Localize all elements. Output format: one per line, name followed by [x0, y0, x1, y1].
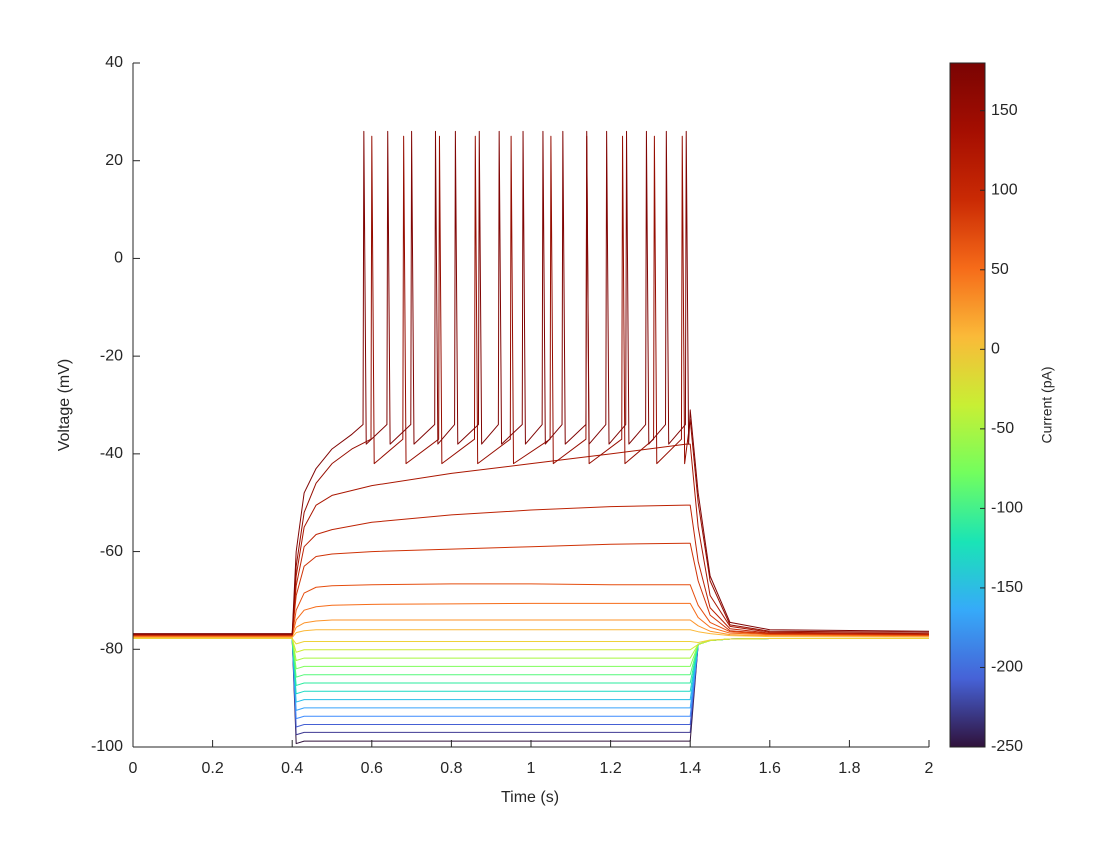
colorbar-tick-label: 50	[991, 261, 1009, 278]
colorbar-tick-label: -150	[991, 579, 1023, 596]
x-tick-label: 0.2	[201, 760, 223, 777]
trace-line	[133, 602, 930, 637]
x-tick-label: 0.4	[281, 760, 303, 777]
y-tick-label: -80	[100, 641, 123, 658]
y-tick-label: -60	[100, 543, 123, 560]
x-tick-label: 1.6	[759, 760, 781, 777]
trace-line	[133, 542, 930, 636]
trace-line	[133, 135, 930, 636]
x-tick-label: 0	[129, 760, 138, 777]
trace-line	[133, 443, 930, 636]
y-tick-label: -100	[91, 738, 123, 755]
trace-line	[133, 638, 929, 645]
colorbar-tick-label: 100	[991, 181, 1018, 198]
colorbar-tick-label: 150	[991, 102, 1018, 119]
trace-line	[133, 629, 930, 639]
x-tick-label: 1	[527, 760, 536, 777]
colorbar-label: Current (pA)	[1039, 366, 1055, 443]
x-tick-label: 1.2	[599, 760, 621, 777]
colorbar-tick-label: -200	[991, 659, 1023, 676]
y-tick-label: -40	[100, 445, 123, 462]
x-tick-label: 0.8	[440, 760, 462, 777]
trace-line	[133, 638, 929, 736]
colorbar-tick-label: -100	[991, 500, 1023, 517]
x-tick-label: 2	[925, 760, 934, 777]
y-tick-label: 40	[105, 54, 123, 71]
trace-line	[133, 638, 929, 720]
colorbar	[949, 62, 986, 748]
trace-line	[133, 638, 929, 703]
colorbar-tick-label: 0	[991, 341, 1000, 358]
x-axis-label: Time (s)	[501, 789, 559, 806]
trace-line	[133, 583, 930, 637]
trace-line	[133, 130, 930, 635]
y-axis-label: Voltage (mV)	[56, 359, 73, 451]
trace-line	[133, 638, 929, 686]
trace-line	[133, 638, 929, 670]
x-tick-label: 1.4	[679, 760, 701, 777]
y-tick-label: 0	[114, 250, 123, 267]
y-tick-label: -20	[100, 347, 123, 364]
trace-line	[133, 638, 929, 653]
y-tick-label: 20	[105, 152, 123, 169]
trace-line	[133, 504, 930, 636]
x-tick-label: 0.6	[361, 760, 383, 777]
trace-line	[133, 619, 930, 638]
colorbar-tick-label: -50	[991, 420, 1014, 437]
colorbar-tick-label: -250	[991, 738, 1023, 755]
x-tick-label: 1.8	[838, 760, 860, 777]
